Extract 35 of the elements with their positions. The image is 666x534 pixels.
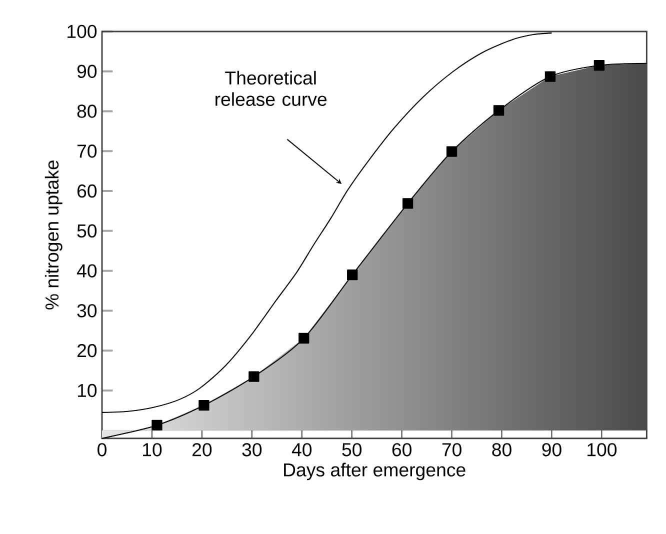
line-series	[101, 32, 552, 413]
point	[493, 105, 504, 116]
y-tick-label: 80	[77, 104, 97, 118]
x-tick-label: 0	[98, 443, 106, 456]
point	[402, 198, 414, 209]
point	[248, 371, 260, 382]
annotation: Theoretical release curve	[216, 70, 327, 106]
x-tick-label: 70	[442, 443, 462, 456]
x-tick-label: 10	[143, 443, 162, 456]
y-tick-label: 60	[77, 184, 97, 198]
point	[347, 269, 358, 280]
x-tick-label: 100	[588, 443, 617, 456]
x-tick-label: 60	[392, 443, 412, 456]
point	[198, 400, 210, 411]
y-tick-label: 50	[77, 224, 97, 238]
point	[446, 146, 458, 157]
y-tick-label: 40	[76, 264, 97, 278]
point	[544, 71, 556, 82]
point	[152, 420, 162, 431]
x-tick-label: 20	[192, 443, 212, 456]
x-tick-label: 30	[242, 443, 262, 456]
x-tick-label: 50	[342, 443, 362, 456]
x-tick-label: 40	[292, 443, 312, 456]
point	[594, 60, 605, 71]
y-tick-label: 70	[77, 144, 97, 158]
y-tick-label: 30	[77, 304, 97, 318]
y-tick-label: 90	[77, 64, 97, 78]
y-tick-label: 100	[68, 24, 97, 38]
y-tick-label: 20	[77, 344, 97, 358]
x-tick-label: 80	[492, 443, 512, 456]
point	[298, 332, 310, 344]
y-tick-label: 10	[78, 384, 97, 398]
x-axis-title: Days after emergence	[284, 462, 466, 480]
x-tick-label: 90	[542, 443, 562, 456]
y-axis-title: % nitrogen uptake	[44, 160, 62, 310]
